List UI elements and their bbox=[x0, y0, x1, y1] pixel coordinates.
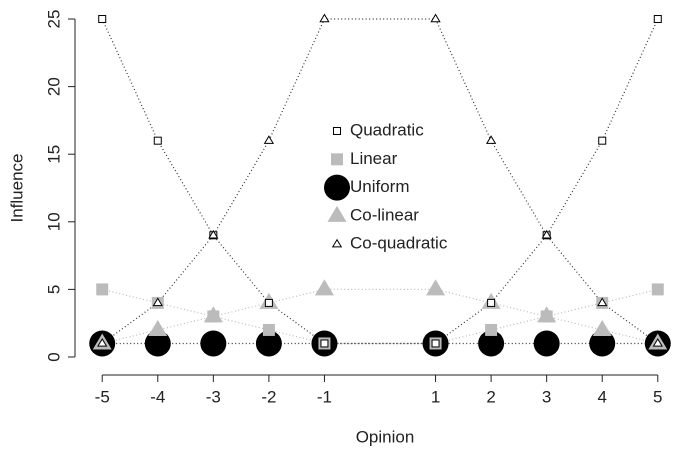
marker bbox=[485, 323, 498, 336]
legend-marker bbox=[331, 153, 343, 166]
marker bbox=[537, 306, 557, 323]
x-tick-label: -2 bbox=[261, 387, 276, 406]
marker bbox=[592, 319, 612, 336]
legend-entry: Linear bbox=[331, 149, 398, 168]
legend-entry: Co-quadratic bbox=[331, 234, 448, 253]
marker bbox=[651, 283, 664, 296]
marker bbox=[144, 330, 171, 357]
marker bbox=[255, 330, 282, 357]
marker bbox=[320, 339, 329, 348]
marker bbox=[652, 337, 663, 347]
marker bbox=[208, 229, 219, 239]
marker bbox=[319, 13, 330, 23]
x-tick-label: -3 bbox=[206, 387, 221, 406]
x-tick-label: -5 bbox=[95, 387, 110, 406]
series-line bbox=[102, 288, 658, 345]
y-tick-label: 25 bbox=[44, 10, 63, 29]
marker bbox=[485, 135, 497, 144]
series-line bbox=[102, 288, 658, 345]
legend-marker bbox=[324, 174, 350, 201]
y-axis-label: Influence bbox=[7, 154, 26, 223]
x-tick-label: -4 bbox=[150, 387, 165, 406]
marker bbox=[478, 330, 505, 357]
legend-entry: Quadratic bbox=[333, 120, 424, 139]
marker bbox=[653, 15, 662, 24]
x-tick-label: 3 bbox=[542, 387, 551, 406]
x-tick-label: 2 bbox=[486, 387, 495, 406]
marker bbox=[98, 15, 107, 24]
x-tick-label: 5 bbox=[653, 387, 662, 406]
legend-label: Co-quadratic bbox=[350, 234, 448, 253]
legend-label: Quadratic bbox=[350, 120, 424, 139]
y-tick-label: 10 bbox=[44, 212, 63, 231]
marker bbox=[152, 297, 163, 307]
marker bbox=[598, 136, 607, 145]
marker bbox=[203, 306, 223, 323]
marker bbox=[263, 135, 275, 144]
y-tick-label: 5 bbox=[44, 285, 63, 294]
marker bbox=[96, 283, 109, 296]
legend-marker bbox=[331, 238, 343, 248]
y-tick-label: 0 bbox=[44, 352, 63, 361]
marker bbox=[533, 330, 560, 357]
x-tick-label: -1 bbox=[317, 387, 332, 406]
legend-entry: Co-linear bbox=[327, 205, 419, 224]
marker bbox=[200, 330, 227, 357]
marker bbox=[431, 339, 440, 348]
y-tick-label: 15 bbox=[44, 145, 63, 164]
marker bbox=[487, 298, 496, 307]
legend-label: Uniform bbox=[350, 177, 410, 196]
y-tick-label: 20 bbox=[44, 77, 63, 96]
marker bbox=[589, 330, 616, 357]
marker bbox=[314, 279, 334, 296]
marker bbox=[97, 337, 108, 347]
marker bbox=[541, 229, 552, 239]
x-axis-label: Opinion bbox=[356, 427, 415, 446]
marker bbox=[264, 298, 273, 307]
marker bbox=[426, 279, 446, 296]
series-line bbox=[101, 18, 659, 344]
x-tick-label: 1 bbox=[431, 387, 440, 406]
legend-label: Linear bbox=[350, 149, 398, 168]
legend-label: Co-linear bbox=[350, 205, 419, 224]
legend-entry: Uniform bbox=[324, 174, 410, 201]
marker bbox=[597, 297, 608, 307]
marker bbox=[430, 13, 441, 23]
marker bbox=[262, 323, 275, 336]
legend-marker bbox=[333, 127, 341, 135]
x-tick-label: 4 bbox=[597, 387, 606, 406]
marker bbox=[148, 319, 168, 336]
marker bbox=[153, 136, 162, 145]
legend-marker bbox=[327, 205, 347, 222]
